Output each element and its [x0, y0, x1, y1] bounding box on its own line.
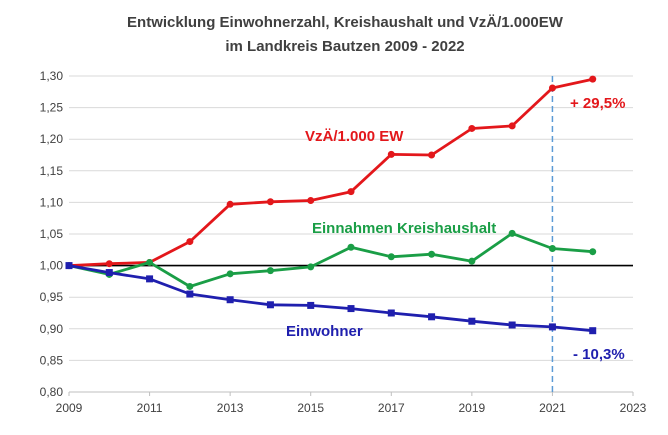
data-point: [266, 267, 274, 275]
data-point: [307, 263, 315, 271]
x-tick-label: 2011: [137, 401, 163, 415]
annotation-vza-change: + 29,5%: [570, 95, 625, 112]
data-point: [548, 245, 556, 253]
y-tick-label: 1,10: [40, 195, 64, 209]
data-point: [508, 122, 516, 130]
data-point: [226, 270, 234, 278]
chart-title-line-1: Entwicklung Einwohnerzahl, Kreishaushalt…: [127, 14, 564, 31]
x-tick-label: 2017: [378, 401, 405, 415]
data-point: [508, 229, 516, 237]
y-tick-label: 1,30: [40, 69, 64, 83]
data-point: [347, 243, 355, 251]
annotation-einwohner-change: - 10,3%: [573, 346, 625, 363]
y-tick-label: 0,80: [40, 385, 64, 399]
y-axis-ticks: 0,80 0,85 0,90 0,95 1,00 1,05 1,10 1,15 1,20 1,25…: [40, 69, 64, 399]
data-point: [387, 253, 395, 261]
data-point: [387, 309, 395, 317]
series-line-1: [68, 231, 593, 288]
data-point: [428, 250, 436, 258]
data-point: [428, 151, 436, 159]
series-group: [65, 75, 597, 335]
data-point: [468, 124, 476, 132]
x-tick-label: 2019: [459, 401, 486, 415]
series-label-einwohner: Einwohner: [286, 323, 363, 340]
data-point: [589, 248, 597, 256]
data-point: [548, 84, 556, 92]
data-point: [226, 200, 234, 208]
y-tick-label: 1,00: [40, 259, 64, 273]
data-point: [146, 258, 154, 266]
series-line-0: [68, 77, 593, 267]
data-point: [589, 327, 597, 335]
y-tick-label: 1,05: [40, 227, 64, 241]
data-point: [266, 198, 274, 206]
x-tick-label: 2023: [620, 401, 647, 415]
x-tick-label: 2021: [539, 401, 566, 415]
data-point: [266, 301, 274, 309]
data-point: [186, 290, 194, 298]
data-point: [146, 275, 154, 283]
data-point: [105, 269, 113, 277]
chart-title-line-2: im Landkreis Bautzen 2009 - 2022: [225, 38, 464, 55]
data-point: [347, 305, 355, 313]
data-point: [468, 317, 476, 325]
x-tick-label: 2013: [217, 401, 244, 415]
y-tick-label: 0,85: [40, 353, 64, 367]
x-axis-ticks: 2009 2011 2013 2015 2017 2019 2021 2023: [56, 391, 647, 415]
y-tick-label: 0,95: [40, 290, 64, 304]
series-label-vza: VzÄ/1.000 EW: [305, 128, 404, 145]
data-point: [508, 321, 516, 329]
data-point: [548, 323, 556, 331]
data-point: [428, 313, 436, 321]
data-point: [226, 296, 234, 304]
data-point: [186, 238, 194, 246]
data-point: [186, 282, 194, 290]
data-point: [307, 301, 315, 309]
y-tick-label: 0,90: [40, 322, 64, 336]
y-tick-label: 1,25: [40, 101, 64, 115]
data-point: [307, 197, 315, 205]
series-label-einnahmen-kreishaushalt: Einnahmen Kreishaushalt: [312, 220, 496, 237]
data-point: [347, 188, 355, 196]
data-point: [65, 262, 73, 270]
data-point: [387, 150, 395, 158]
x-tick-label: 2015: [297, 401, 324, 415]
y-tick-label: 1,15: [40, 164, 64, 178]
data-point: [468, 257, 476, 265]
data-point: [589, 75, 597, 83]
data-point: [105, 260, 113, 268]
y-tick-label: 1,20: [40, 132, 64, 146]
series-line-2: [68, 264, 593, 333]
x-tick-label: 2009: [56, 401, 83, 415]
